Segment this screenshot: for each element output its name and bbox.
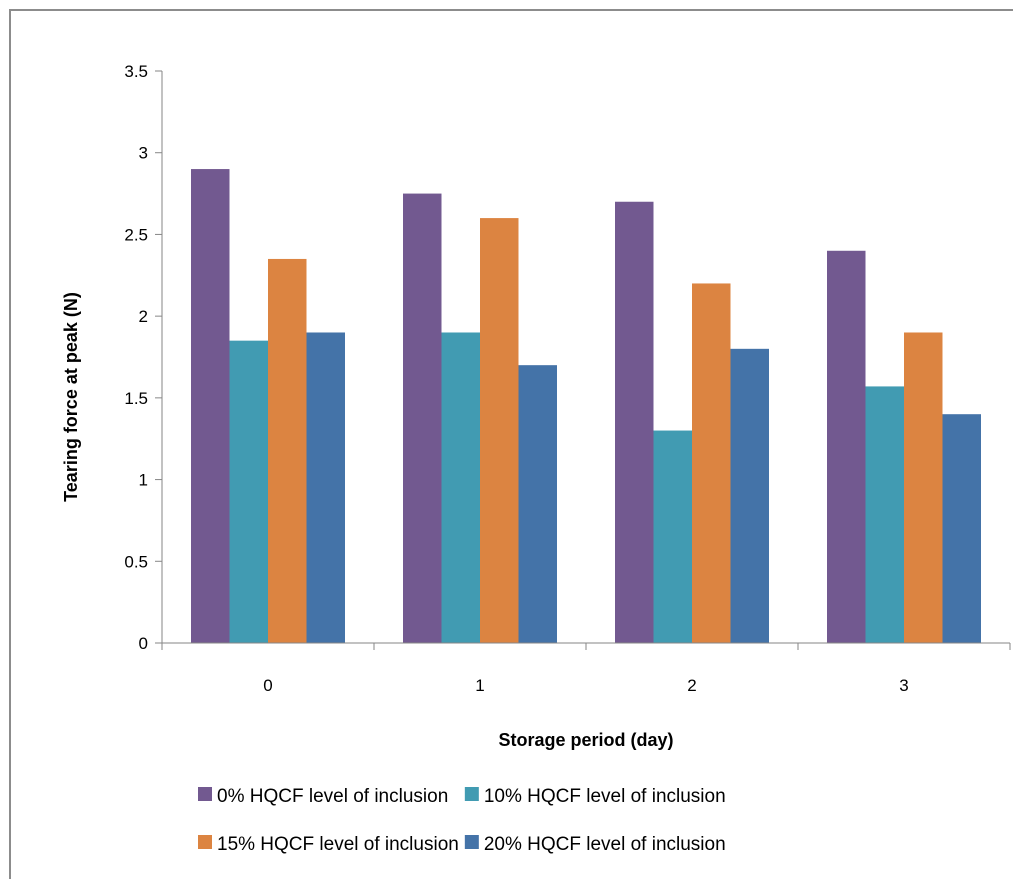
bar-series0-cat3 (827, 250, 866, 643)
x-axis-ticks: 0 1 2 3 (161, 643, 1011, 695)
y-tick-label: 1 (139, 471, 148, 490)
legend-swatch (198, 835, 212, 849)
bar-series3-cat2 (730, 348, 769, 643)
legend-swatch (464, 835, 479, 849)
legend-swatch (198, 787, 212, 801)
bar-series2-cat3 (904, 332, 943, 643)
bar-series1-cat2 (653, 430, 692, 643)
bar-series2-cat0 (268, 258, 307, 643)
y-axis-ticks: 0 0.5 1 1.5 2 2.5 3 3.5 (124, 62, 162, 653)
x-tick-label: 2 (687, 676, 696, 695)
legend-label: 20% HQCF level of inclusion (484, 834, 726, 855)
legend: 0% HQCF level of inclusion 10% HQCF level… (198, 786, 726, 855)
x-tick-label: 1 (475, 676, 484, 695)
y-axis-title: Tearing force at peak (N) (61, 292, 81, 502)
bars (191, 169, 981, 644)
y-tick-label: 0 (139, 634, 148, 653)
legend-label: 0% HQCF level of inclusion (217, 786, 448, 807)
bar-series3-cat3 (942, 414, 981, 643)
y-tick-label: 0.5 (124, 552, 148, 571)
legend-swatch (464, 787, 479, 801)
y-tick-label: 3.5 (124, 62, 148, 81)
bar-series0-cat1 (403, 193, 442, 644)
y-tick-label: 2.5 (124, 225, 148, 244)
bar-series1-cat1 (441, 332, 480, 643)
bar-series3-cat1 (518, 365, 557, 643)
x-axis-title: Storage period (day) (498, 730, 673, 750)
bar-series2-cat1 (480, 218, 519, 644)
bar-series0-cat0 (191, 169, 230, 644)
x-tick-label: 0 (263, 676, 272, 695)
legend-label: 10% HQCF level of inclusion (484, 786, 726, 807)
bar-series0-cat2 (615, 201, 654, 643)
y-tick-label: 3 (139, 144, 148, 163)
bar-series2-cat2 (692, 283, 731, 643)
y-tick-label: 2 (139, 307, 148, 326)
x-tick-label: 3 (899, 676, 908, 695)
bar-series1-cat3 (865, 386, 904, 643)
bar-series1-cat0 (229, 340, 268, 643)
y-tick-label: 1.5 (124, 389, 148, 408)
legend-label: 15% HQCF level of inclusion (217, 834, 459, 855)
bar-series3-cat0 (306, 332, 345, 643)
